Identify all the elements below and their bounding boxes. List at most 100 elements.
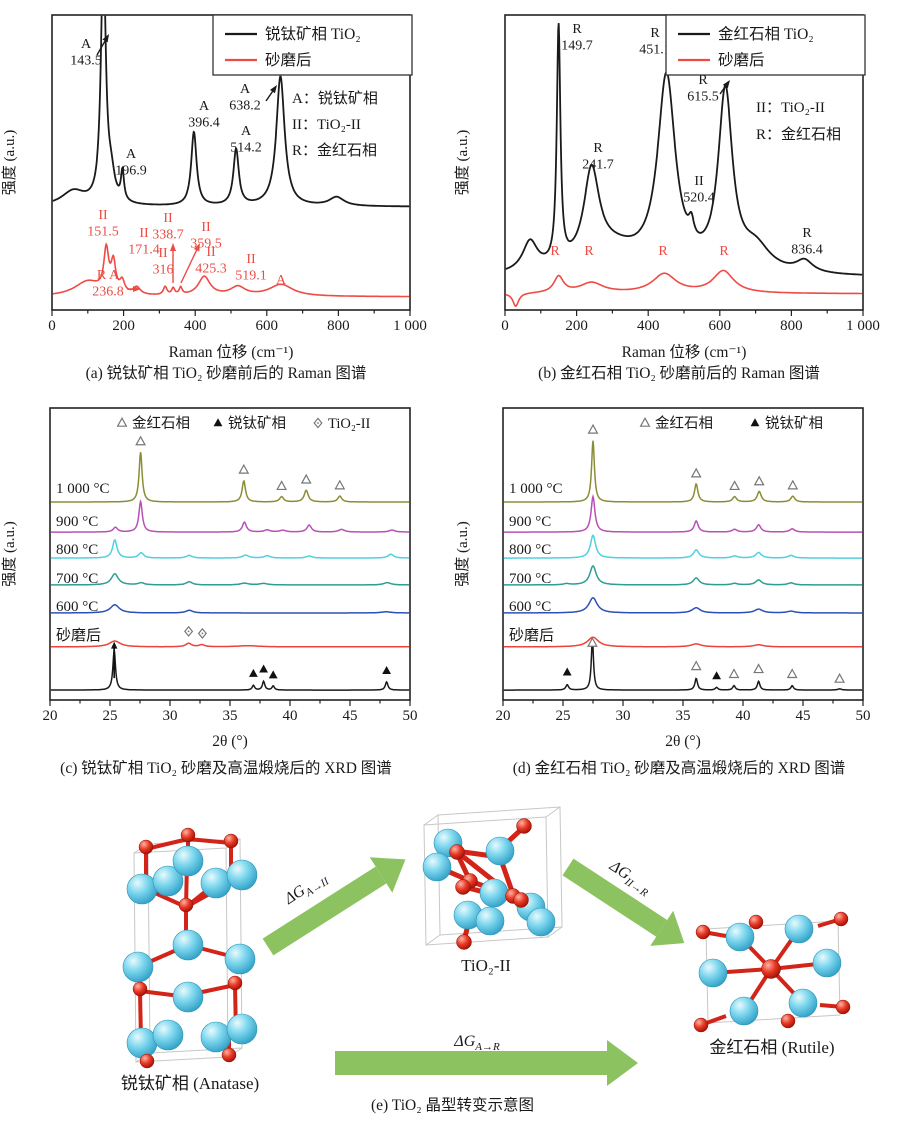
svg-text:强度 (a.u.): 强度 (a.u.)	[454, 130, 471, 195]
delta-g-a-r-label: ΔGA→R	[453, 1033, 500, 1053]
svg-text:20: 20	[496, 708, 511, 724]
svg-text:1 000: 1 000	[846, 318, 880, 334]
svg-text:400: 400	[184, 318, 207, 334]
svg-text:0: 0	[48, 318, 56, 334]
svg-text:A: A	[276, 273, 287, 288]
xrd-rutile-chart: 20 25 30 35 40 45 50 2θ (°) 强度 (a.u.) 1 000 °C 900…	[453, 395, 905, 753]
anatase-label: 锐钛矿相 (Anatase)	[121, 1074, 259, 1093]
raman-anatase-chart: 0 200 400 600 800 1 000 Raman 位移 (cm⁻¹) 强度 (a.u…	[0, 0, 452, 392]
svg-text:25: 25	[103, 708, 118, 724]
caption-b: (b) 金红石相 TiO₂ 砂磨前后的 Raman 图谱	[538, 365, 820, 382]
svg-text:金红石相 TiO₂: 金红石相 TiO₂	[718, 25, 814, 43]
svg-text:锐钛矿相 TiO₂: 锐钛矿相 TiO₂	[265, 25, 361, 43]
svg-text:强度 (a.u.): 强度 (a.u.)	[1, 521, 18, 586]
svg-text:锐钛矿相: 锐钛矿相	[765, 415, 823, 432]
raman-rutile-chart: 0 200 400 600 800 1 000 Raman 位移 (cm⁻¹) 强度 (a.u…	[453, 0, 905, 392]
svg-text:35: 35	[676, 708, 691, 724]
svg-text:强度 (a.u.): 强度 (a.u.)	[454, 521, 471, 586]
arrow-anatase-to-ii	[262, 857, 406, 956]
svg-text:600: 600	[709, 318, 732, 334]
svg-text:II：TiO₂-II: II：TiO₂-II	[756, 100, 825, 116]
phase-transformation-diagram: 锐钛矿相 (Anatase) TiO	[121, 806, 851, 1093]
svg-text:砂磨后: 砂磨后	[718, 51, 765, 69]
svg-text:40: 40	[283, 708, 298, 724]
arrow-ii-to-rutile	[562, 858, 685, 946]
svg-text:TiO₂-II: TiO₂-II	[328, 416, 371, 432]
svg-text:1 000 °C: 1 000 °C	[56, 481, 110, 497]
svg-text:1 000 °C: 1 000 °C	[509, 481, 563, 497]
svg-text:1 000: 1 000	[393, 318, 427, 334]
svg-text:25: 25	[556, 708, 571, 724]
svg-text:砂磨后: 砂磨后	[265, 51, 312, 69]
svg-text:45: 45	[796, 708, 811, 724]
svg-text:40: 40	[736, 708, 751, 724]
caption-c: (c) 锐钛矿相 TiO₂ 砂磨及高温煅烧后的 XRD 图谱	[60, 760, 392, 777]
svg-text:0: 0	[501, 318, 509, 334]
svg-text:R: R	[719, 244, 729, 259]
svg-text:Raman 位移 (cm⁻¹): Raman 位移 (cm⁻¹)	[622, 343, 747, 361]
caption-d: (d) 金红石相 TiO₂ 砂磨及高温煅烧后的 XRD 图谱	[512, 760, 846, 777]
svg-text:R: R	[658, 244, 668, 259]
svg-text:R: R	[550, 244, 560, 259]
tio2-ii-structure: TiO₂-II	[422, 806, 563, 975]
tio2-ii-label: TiO₂-II	[461, 956, 511, 975]
svg-text:800 °C: 800 °C	[56, 542, 98, 558]
caption-a: (a) 锐钛矿相 TiO₂ 砂磨前后的 Raman 图谱	[85, 365, 367, 382]
svg-text:金红石相: 金红石相	[132, 415, 190, 432]
svg-text:2θ (°): 2θ (°)	[665, 733, 701, 750]
xrd-anatase-chart: 20 25 30 35 40 45 50 2θ (°) 强度 (a.u.) 1 000 °C 900…	[0, 395, 452, 753]
svg-text:30: 30	[163, 708, 178, 724]
svg-text:800: 800	[327, 318, 350, 334]
svg-text:400: 400	[637, 318, 660, 334]
svg-text:200: 200	[112, 318, 135, 334]
svg-text:800: 800	[780, 318, 803, 334]
svg-text:R：金红石相: R：金红石相	[292, 142, 377, 159]
caption-e: (e) TiO₂ 晶型转变示意图	[370, 1097, 534, 1114]
svg-text:砂磨后: 砂磨后	[509, 627, 554, 644]
svg-text:900 °C: 900 °C	[56, 514, 98, 530]
svg-text:600 °C: 600 °C	[56, 599, 98, 615]
svg-text:R: R	[584, 244, 594, 259]
svg-text:600: 600	[256, 318, 279, 334]
svg-text:锐钛矿相: 锐钛矿相	[228, 415, 286, 432]
svg-text:800 °C: 800 °C	[509, 542, 551, 558]
svg-text:600 °C: 600 °C	[509, 599, 551, 615]
svg-text:20: 20	[43, 708, 58, 724]
rutile-label: 金红石相 (Rutile)	[709, 1038, 834, 1057]
anatase-structure: 锐钛矿相 (Anatase)	[121, 827, 259, 1093]
svg-text:II：TiO₂-II: II：TiO₂-II	[292, 117, 361, 133]
svg-text:A：锐钛矿相: A：锐钛矿相	[292, 90, 378, 107]
svg-text:900 °C: 900 °C	[509, 514, 551, 530]
svg-text:Raman 位移 (cm⁻¹): Raman 位移 (cm⁻¹)	[169, 343, 294, 361]
svg-text:强度 (a.u.): 强度 (a.u.)	[1, 130, 18, 195]
svg-text:50: 50	[856, 708, 871, 724]
svg-text:砂磨后: 砂磨后	[56, 627, 101, 644]
rutile-structure: 金红石相 (Rutile)	[693, 911, 851, 1057]
svg-text:2θ (°): 2θ (°)	[212, 733, 248, 750]
svg-text:700 °C: 700 °C	[56, 571, 98, 587]
svg-text:金红石相: 金红石相	[655, 415, 713, 432]
svg-text:700 °C: 700 °C	[509, 571, 551, 587]
svg-text:35: 35	[223, 708, 238, 724]
svg-text:R：金红石相: R：金红石相	[756, 126, 841, 143]
arrow-anatase-to-rutile	[335, 1040, 638, 1086]
